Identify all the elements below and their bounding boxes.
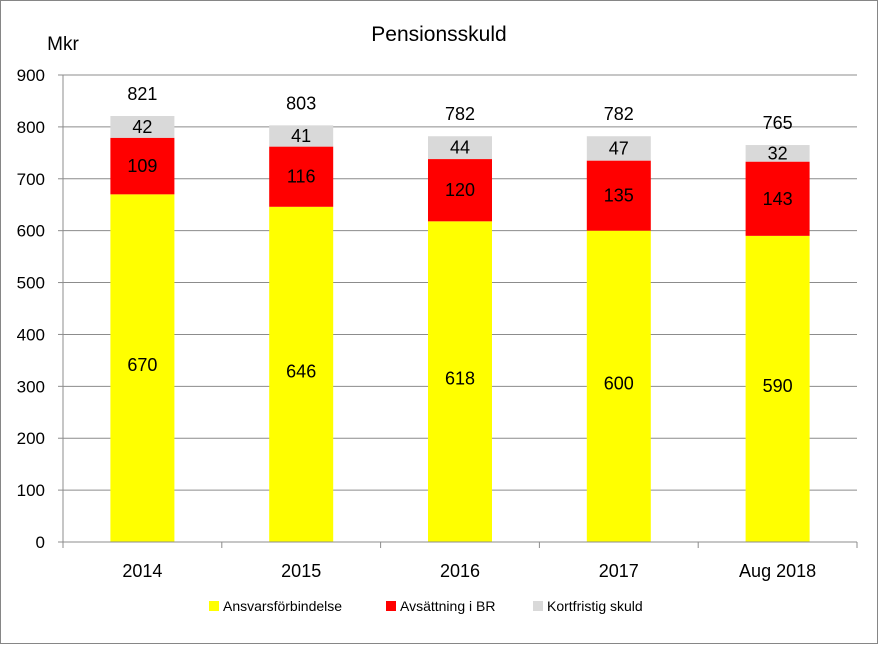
y-tick-label: 200 <box>17 429 45 448</box>
chart-title: Pensionsskuld <box>371 23 506 46</box>
y-tick-label: 300 <box>17 377 45 396</box>
legend-swatch <box>209 601 219 611</box>
data-label: 646 <box>286 361 316 381</box>
bar-segment <box>745 145 810 162</box>
y-tick-label: 100 <box>17 481 45 500</box>
bar-segment <box>745 161 810 236</box>
data-label: 41 <box>291 126 311 146</box>
bar-segment <box>110 194 175 542</box>
data-label: 47 <box>609 138 629 158</box>
bar-segment <box>428 159 492 222</box>
data-label: 42 <box>132 117 152 137</box>
data-label: 116 <box>287 167 316 187</box>
legend-swatch <box>533 601 543 611</box>
y-tick-label: 600 <box>17 222 45 241</box>
data-label: 32 <box>768 143 788 163</box>
data-label: 590 <box>763 376 793 396</box>
bar-segment <box>745 235 810 542</box>
y-tick-label: 0 <box>36 533 45 552</box>
bar-segment <box>586 160 651 231</box>
total-label: 821 <box>127 84 157 104</box>
y-tick-label: 400 <box>17 325 45 344</box>
x-tick-label: 2016 <box>440 561 480 581</box>
total-label: 803 <box>286 93 316 113</box>
data-label: 109 <box>127 156 157 176</box>
x-tick-label: 2017 <box>599 561 639 581</box>
bar-segment <box>269 146 334 207</box>
x-tick-label: 2015 <box>281 561 321 581</box>
bars: 670 109 42 821 646 116 41 803 618 120 44 782 600 135 4… <box>110 84 810 542</box>
y-tick-label: 500 <box>17 274 45 293</box>
axes <box>62 75 858 548</box>
legend-label: Avsättning i BR <box>400 598 495 614</box>
y-tick-label: 900 <box>17 66 45 85</box>
total-label: 782 <box>604 104 634 124</box>
bar-segment <box>586 230 651 542</box>
data-label: 120 <box>445 180 475 200</box>
y-tick-label: 800 <box>17 118 45 137</box>
bar-segment <box>586 136 651 161</box>
x-tick-label: Aug 2018 <box>739 561 816 581</box>
data-label: 44 <box>450 138 470 158</box>
y-axis-unit-label: Mkr <box>47 34 79 55</box>
data-label: 618 <box>445 369 475 389</box>
bar-segment <box>110 115 175 138</box>
data-label: 600 <box>604 373 634 393</box>
bar-segment <box>269 125 334 147</box>
total-label: 765 <box>763 113 793 133</box>
data-label: 670 <box>127 355 157 375</box>
legend: Ansvarsförbindelse Avsättning i BR Kortfri… <box>209 598 643 614</box>
bar-segment <box>428 136 492 160</box>
y-tick-label: 700 <box>17 170 45 189</box>
legend-label: Ansvarsförbindelse <box>223 598 342 614</box>
data-label: 143 <box>763 189 793 209</box>
bar-segment <box>269 206 334 542</box>
x-axis-ticks: 2014 2015 2016 2017 Aug 2018 <box>122 561 816 581</box>
bar-segment <box>110 137 175 195</box>
legend-label: Kortfristig skuld <box>547 598 643 614</box>
data-label: 135 <box>604 186 634 206</box>
y-axis-ticks: 0 100 200 300 400 500 600 700 800 900 <box>17 66 63 552</box>
total-label: 782 <box>445 104 475 124</box>
x-tick-label: 2014 <box>122 561 162 581</box>
bar-segment <box>428 221 492 542</box>
legend-swatch <box>386 601 396 611</box>
